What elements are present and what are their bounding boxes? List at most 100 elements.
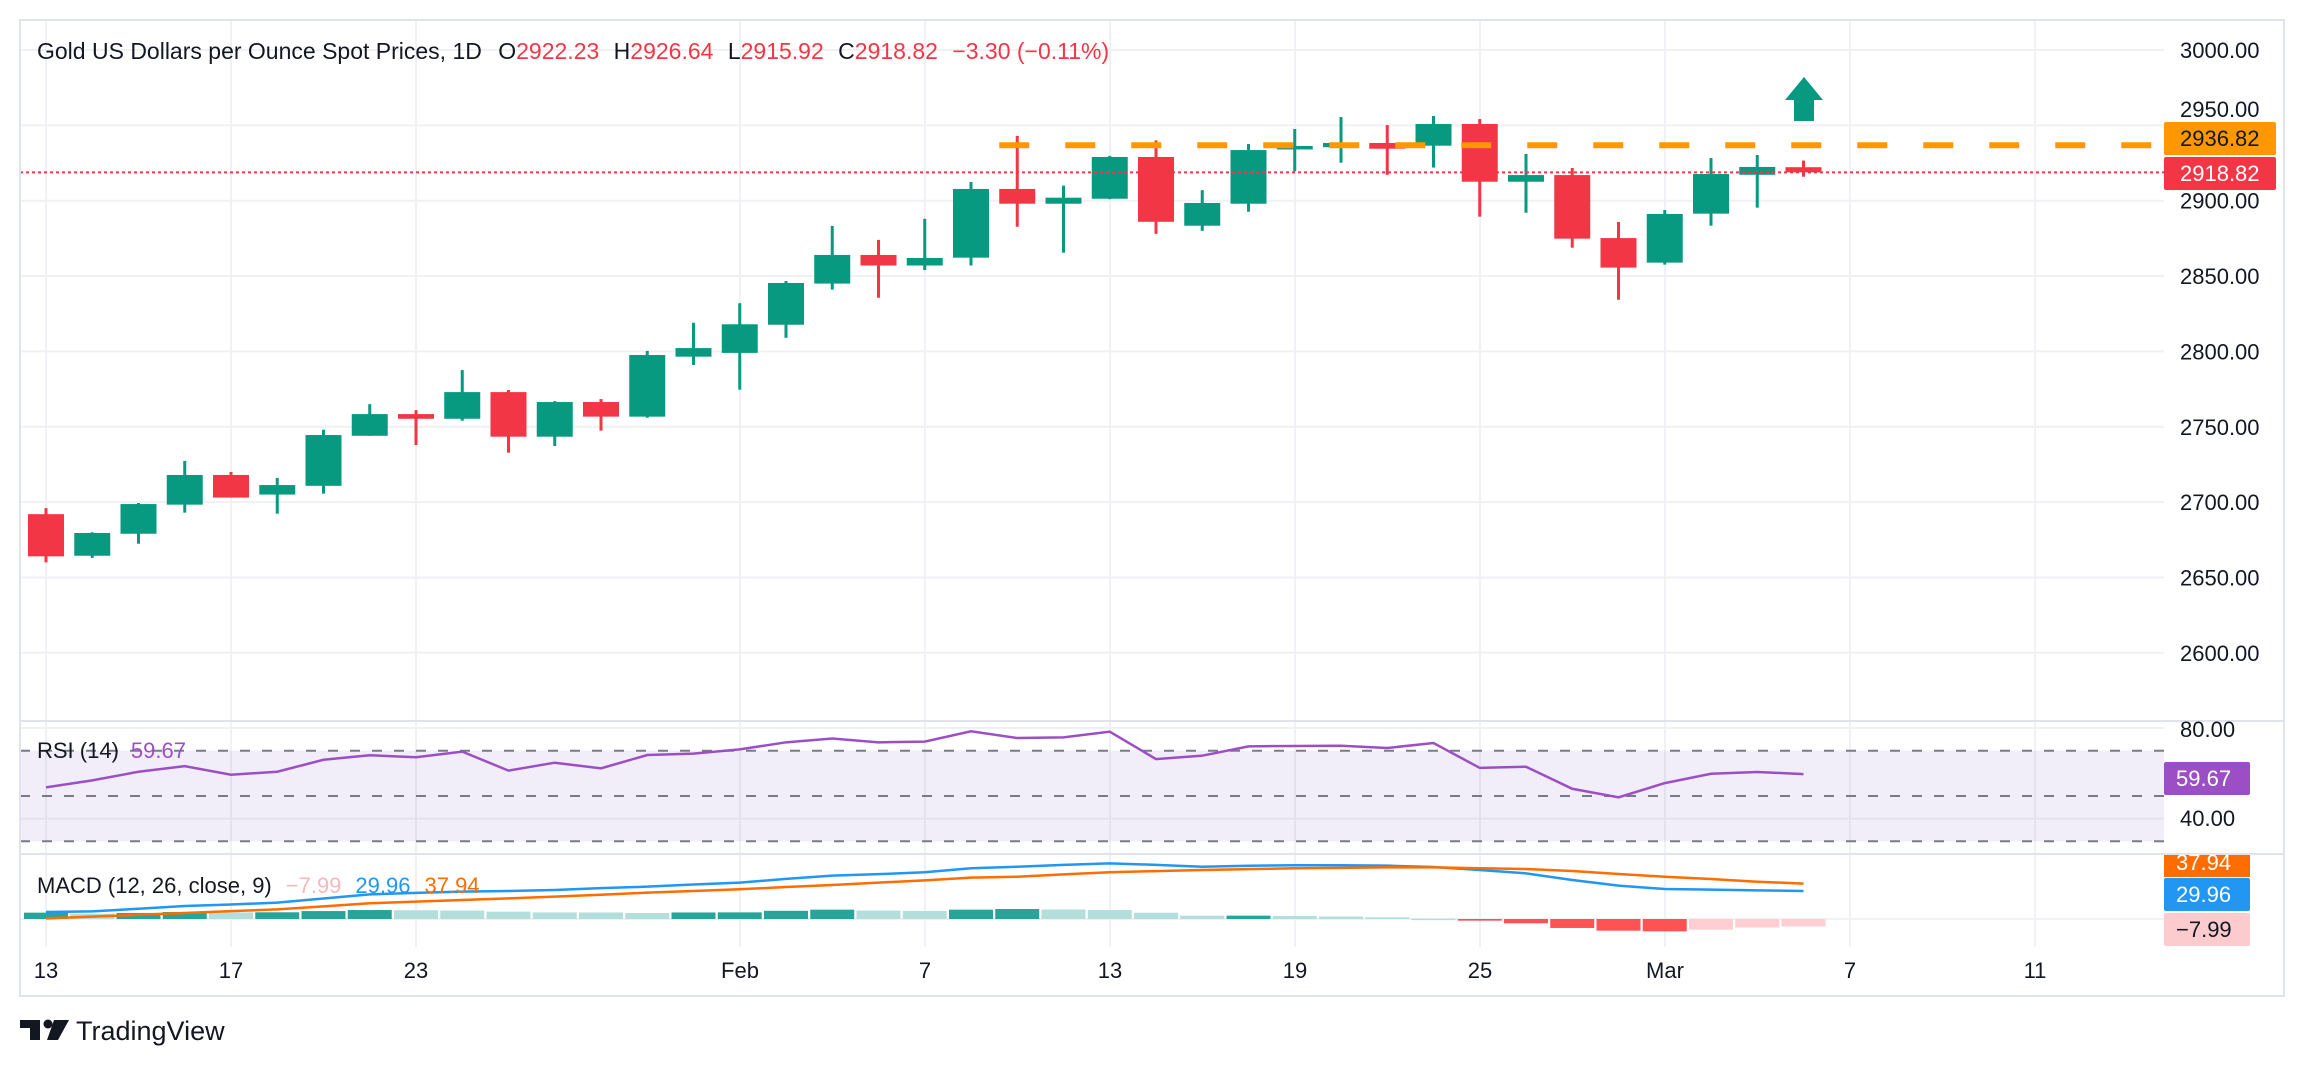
time-tick-label: 11 [2024,958,2047,983]
candle [860,239,897,298]
candle-body [536,402,573,437]
candle-body [28,514,64,557]
price-axis[interactable]: 3000.00 2950.00 2900.00 2850.00 2800.00 2750.… [2180,38,2260,666]
candle-body [74,532,111,556]
candle [490,389,527,453]
candle [768,281,804,338]
rsi-tick-40: 40.00 [2180,806,2235,831]
candle [1646,210,1683,265]
time-tick-label: 19 [1283,958,1307,983]
time-axis[interactable]: 13 17 23 Feb 7 13 19 25 Mar 7 11 [34,958,2047,983]
candle-body [721,324,758,353]
macd-histogram-bar [1365,917,1410,919]
svg-text:2918.82: 2918.82 [2180,161,2260,186]
price-tick-label: 2950.00 [2180,97,2260,122]
candle [675,322,712,365]
time-tick-label: Mar [1646,958,1684,983]
price-tick-label: 2650.00 [2180,565,2260,590]
macd-histogram-bar [1504,919,1548,924]
candle [74,532,111,558]
macd-histogram-bar [1134,912,1178,919]
close-value: 2918.82 [855,38,938,64]
time-tick-label: 17 [219,958,243,983]
candle-body [1415,123,1452,146]
macd-histogram-bar [764,910,808,919]
candle [1600,221,1637,300]
candle [629,350,666,418]
candle [1138,140,1174,234]
macd-histogram-bar [1180,915,1225,919]
candle [583,399,619,431]
candle-body [166,474,203,505]
macd-histogram-bar [255,912,300,919]
level-price-label: 2936.82 [2164,122,2276,155]
candle-body [1138,156,1174,222]
candle-body [490,392,527,437]
candle-body [768,282,804,325]
candle [398,410,434,445]
candle [536,401,573,447]
last-price-label: 2918.82 [2164,157,2276,190]
symbol-title: Gold US Dollars per Ounce Spot Prices, 1… [37,38,482,64]
svg-text:29.96: 29.96 [2176,882,2231,907]
candle-wick [1385,125,1389,175]
candle-body [860,254,897,266]
macd-histogram-bar [856,910,901,919]
svg-text:59.67: 59.67 [2176,766,2231,791]
macd-histogram-bar [394,910,438,919]
macd-histogram-bar [671,912,716,919]
macd-histogram-bar [1781,919,1826,927]
tradingview-logo[interactable]: TradingView [20,1016,225,1046]
price-tick-label: 3000.00 [2180,38,2260,63]
tradingview-logo-icon [20,1019,69,1040]
price-tick-label: 2750.00 [2180,415,2260,440]
macd-histogram-bar [1226,915,1271,919]
candle-body [999,188,1036,204]
candle [953,182,989,266]
candle [1369,125,1406,175]
svg-text:37.94: 37.94 [2176,850,2231,875]
candle-body [1184,202,1221,226]
open-value: 2922.23 [516,38,599,64]
macd-histogram-bar [532,912,577,919]
candle [351,404,388,436]
candle-wick [275,477,279,514]
macd-histogram-bar [209,912,253,919]
macd-histogram-bar [1411,918,1456,921]
candle-wick [1015,135,1019,227]
price-tick-label: 2800.00 [2180,339,2260,364]
candle-body [1091,156,1128,199]
candle [1785,160,1822,177]
candle [721,303,758,390]
time-tick-label: 7 [1844,958,1856,983]
price-tick-label: 2600.00 [2180,641,2260,666]
candle-wick [692,322,695,365]
macd-histogram-bar [995,909,1040,919]
macd-histogram-bar [1596,919,1641,931]
macd-histogram-bar [1642,919,1687,932]
candle-body [444,392,481,419]
macd-histogram-bar [1041,909,1086,919]
candle-body [1785,167,1822,173]
candle [999,135,1036,227]
candle-wick [1062,185,1065,253]
candle-body [906,257,943,266]
candle-body [583,402,619,417]
candle-body [1276,145,1313,150]
macd-histogram-bar [1550,919,1595,928]
macd-histogram-bar [579,912,623,919]
candle-wick [1524,153,1528,213]
candle [1276,128,1313,172]
candle-body [213,474,249,498]
price-tick-label: 2700.00 [2180,490,2260,515]
candle [1230,144,1267,212]
candle-wick [923,218,927,271]
candle-wick [1293,128,1297,172]
candle-body [1646,213,1683,263]
macd-histogram-bar [949,909,993,919]
time-tick-label: 13 [34,958,58,983]
macd-histogram-bar [1457,919,1502,921]
high-label: H [614,38,631,64]
macd-histogram-bar [1689,919,1733,930]
